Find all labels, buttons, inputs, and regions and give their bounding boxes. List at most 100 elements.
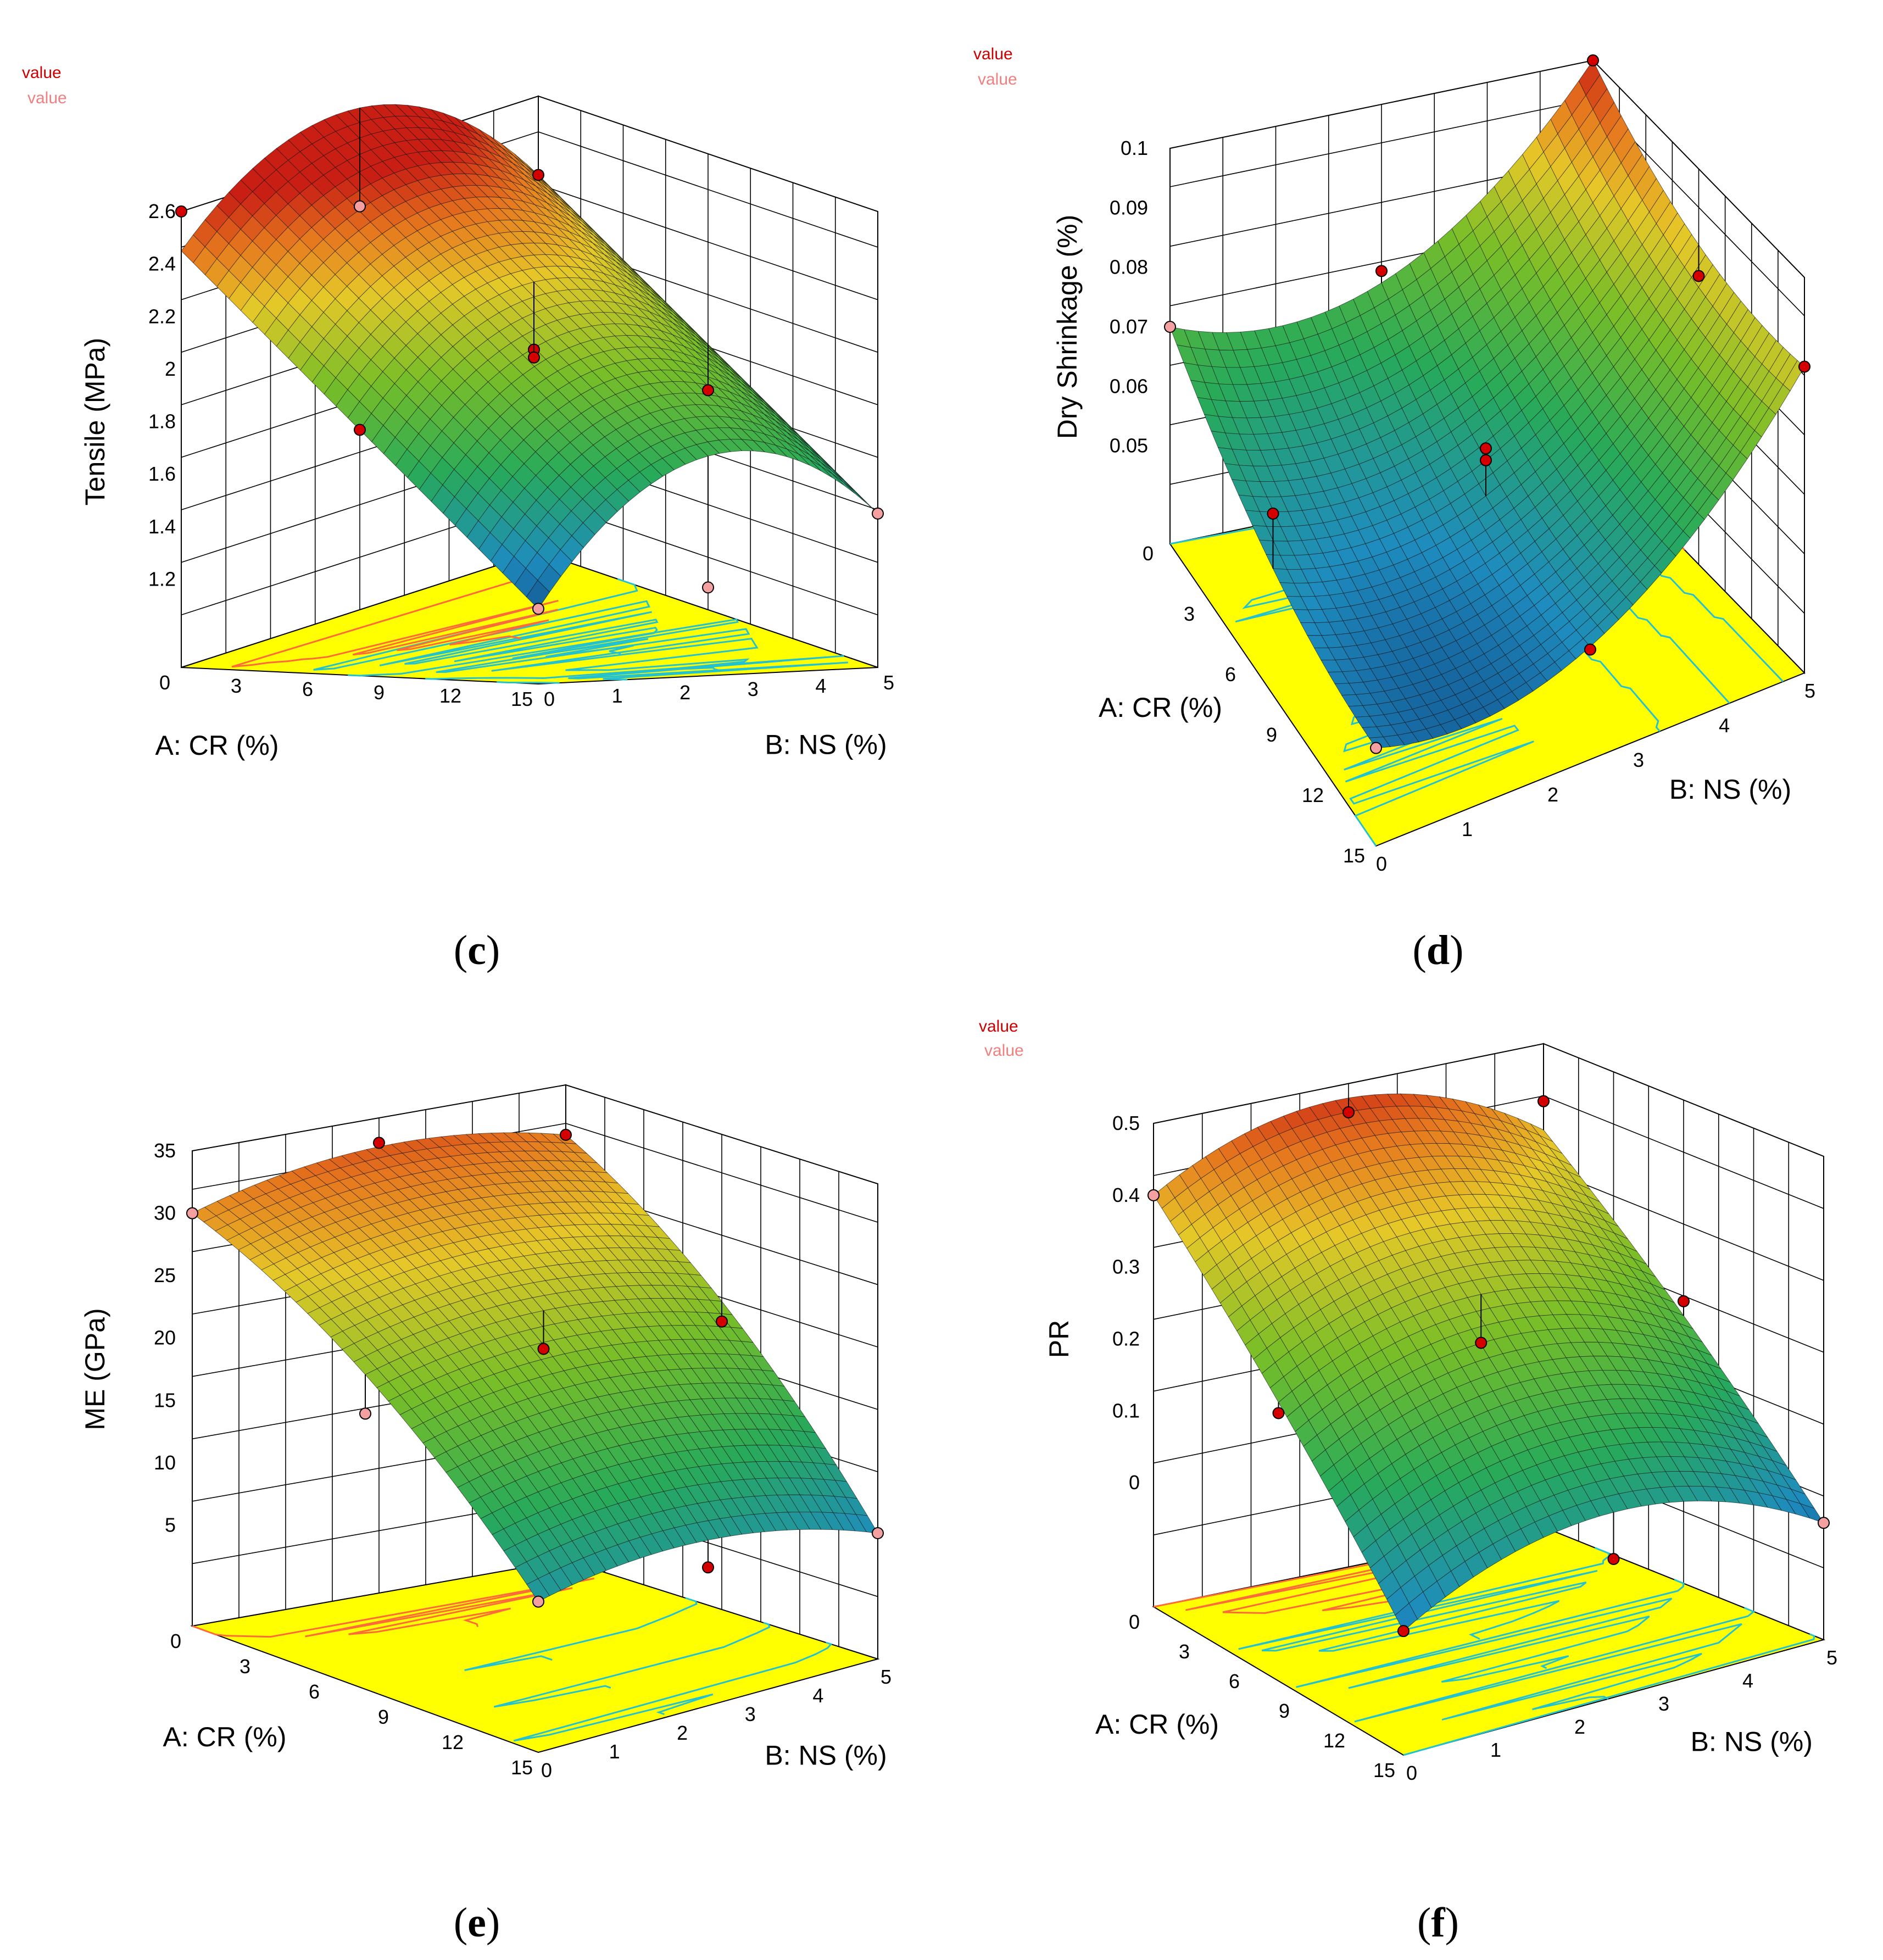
legend-entry-below: value	[978, 70, 1017, 88]
design-point	[354, 424, 366, 436]
panel-c: value value 1.2 1.4 1.6 1.8 2 2.2 2.4 2.6 Tensil…	[22, 64, 894, 973]
x-tick-label: 9	[378, 1706, 389, 1728]
x-tick-label: 9	[374, 681, 385, 704]
z-tick-label: 35	[154, 1139, 176, 1162]
y-tick-label: 4	[815, 675, 826, 697]
z-tick-label: 1.6	[148, 463, 176, 485]
x-tick-label: 15	[1373, 1759, 1395, 1781]
legend-entry-below: value	[984, 1042, 1024, 1060]
z-tick-label: 2.4	[148, 253, 176, 275]
x-tick-label: 15	[1343, 844, 1365, 867]
x-tick-label: 15	[511, 688, 533, 710]
y-axis-label: B: NS (%)	[1691, 1727, 1813, 1757]
design-point	[1397, 1625, 1410, 1638]
design-point	[528, 351, 540, 364]
wall-gridline-h	[538, 183, 878, 300]
design-point	[354, 200, 366, 213]
design-point	[716, 1315, 728, 1328]
z-tick-label: 1.2	[148, 567, 176, 590]
x-tick-label: 3	[1184, 603, 1195, 625]
design-point	[1147, 1189, 1160, 1201]
y-tick-label: 5	[1804, 680, 1815, 702]
y-tick-label: 5	[1826, 1646, 1837, 1669]
design-point	[532, 603, 544, 615]
z-tick-label: 0.06	[1110, 375, 1148, 397]
contour-line	[497, 681, 560, 684]
design-point	[702, 1561, 714, 1574]
design-point	[532, 169, 544, 181]
y-tick-label: 2	[1574, 1716, 1585, 1738]
x-axis-label: A: CR (%)	[155, 730, 279, 761]
design-points	[175, 108, 884, 615]
y-tick-label: 2	[1547, 783, 1558, 806]
design-point	[186, 1207, 198, 1220]
design-point	[1818, 1517, 1830, 1529]
z-tick-label: 15	[154, 1389, 176, 1411]
wall-gridline-h	[538, 131, 878, 248]
design-point	[702, 581, 714, 594]
surface-plot-c: 1.2 1.4 1.6 1.8 2 2.2 2.4 2.6 Tensile (MPa) 0 3 6 9 1…	[80, 95, 894, 761]
design-point	[1375, 265, 1388, 277]
z-axis-label: PR	[1044, 1320, 1074, 1358]
x-tick-label: 3	[239, 1655, 250, 1678]
design-point	[1607, 1553, 1620, 1565]
x-tick-label: 0	[159, 671, 170, 694]
design-point	[1798, 360, 1810, 373]
design-point	[1272, 1407, 1285, 1419]
x-tick-label: 12	[439, 684, 461, 707]
design-point	[560, 1128, 572, 1141]
y-tick-label: 3	[1633, 749, 1644, 771]
y-tick-label: 1	[1462, 818, 1473, 840]
x-tick-label: 3	[231, 675, 242, 697]
x-axis-label: A: CR (%)	[163, 1722, 287, 1752]
caption-c: (c)	[454, 927, 500, 973]
design-point	[1342, 1106, 1355, 1118]
design-point	[1267, 508, 1279, 520]
caption-d: (d)	[1413, 927, 1464, 973]
caption-f: (f)	[1417, 1900, 1459, 1946]
surface-plot-d: 0.05 0.06 0.07 0.08 0.09 0.1 Dry Shrinkage (%)…	[1052, 54, 1815, 875]
design-point	[1480, 442, 1492, 455]
y-tick-label: 3	[748, 678, 759, 700]
z-tick-label: 10	[154, 1451, 176, 1474]
x-tick-label: 0	[170, 1630, 181, 1652]
z-tick-label: 0.1	[1121, 137, 1148, 159]
y-tick-label: 4	[1742, 1669, 1753, 1692]
design-point	[175, 205, 187, 218]
design-point	[1475, 1337, 1488, 1349]
y-tick-label: 2	[677, 1722, 688, 1744]
y-tick-label: 4	[1719, 714, 1730, 737]
design-point	[359, 1407, 371, 1420]
panel-d: value value 0.05 0.06 0.07 0.08 0.09 0.1 Dry S…	[973, 45, 1815, 973]
x-tick-label: 9	[1279, 1700, 1290, 1722]
y-axis-label: B: NS (%)	[1669, 774, 1791, 805]
design-point	[1480, 454, 1492, 466]
z-tick-label: 2.6	[148, 200, 176, 222]
y-tick-label: 5	[881, 1666, 892, 1688]
x-axis-label: A: CR (%)	[1095, 1709, 1219, 1740]
design-point	[1678, 1295, 1690, 1307]
x-tick-label: 6	[309, 1680, 320, 1703]
legend-entry-below: value	[27, 89, 67, 107]
z-tick-label: 0.5	[1112, 1112, 1140, 1134]
y-tick-label: 0	[1406, 1762, 1417, 1784]
x-tick-label: 12	[1323, 1729, 1345, 1752]
y-tick-label: 1	[609, 1740, 620, 1763]
legend-entry-above: value	[979, 1017, 1018, 1035]
contour-line	[313, 578, 659, 671]
x-axis: 0 3 6 9 12 15 A: CR (%)	[155, 671, 533, 761]
contour-line	[425, 655, 848, 681]
x-tick-label: 6	[1225, 663, 1236, 686]
z-axis-label: Tensile (MPa)	[80, 338, 110, 506]
x-axis-label: A: CR (%)	[1099, 692, 1222, 723]
z-tick-label: 0.09	[1110, 196, 1148, 219]
z-tick-label: 2	[165, 358, 176, 380]
response-surface	[181, 104, 878, 609]
z-axis-label: Dry Shrinkage (%)	[1052, 215, 1083, 439]
y-tick-label: 0	[1376, 853, 1387, 875]
y-axis-label: B: NS (%)	[765, 1740, 887, 1771]
z-tick-label: 1.8	[148, 410, 176, 433]
design-point	[373, 1137, 385, 1149]
design-point	[1692, 270, 1705, 282]
